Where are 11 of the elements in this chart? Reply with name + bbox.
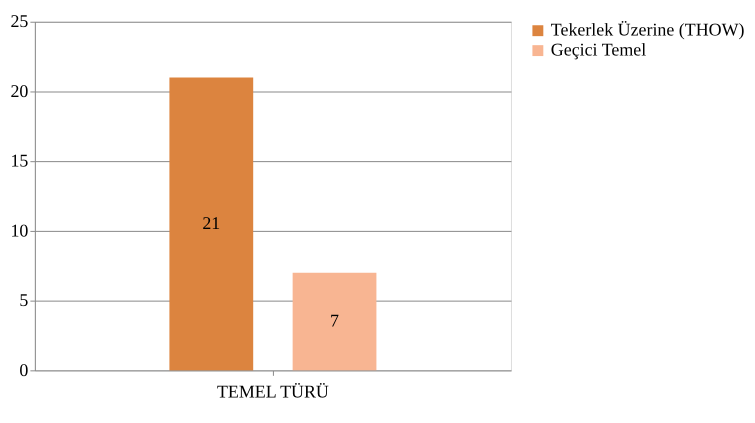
legend-label: Tekerlek Üzerine (THOW): [550, 20, 744, 40]
x-tick-label: TEMEL TÜRÜ: [216, 382, 329, 402]
y-tick-label: 15: [10, 150, 28, 171]
y-tick-label: 20: [10, 80, 28, 101]
y-tick-label: 5: [19, 290, 28, 310]
y-tick-label: 25: [10, 11, 28, 32]
legend-label: Geçici Temel: [550, 40, 646, 60]
y-tick-label: 0: [19, 360, 28, 380]
data-label: 7: [330, 310, 340, 331]
data-label: 21: [202, 212, 220, 233]
y-tick-label: 10: [10, 220, 28, 240]
